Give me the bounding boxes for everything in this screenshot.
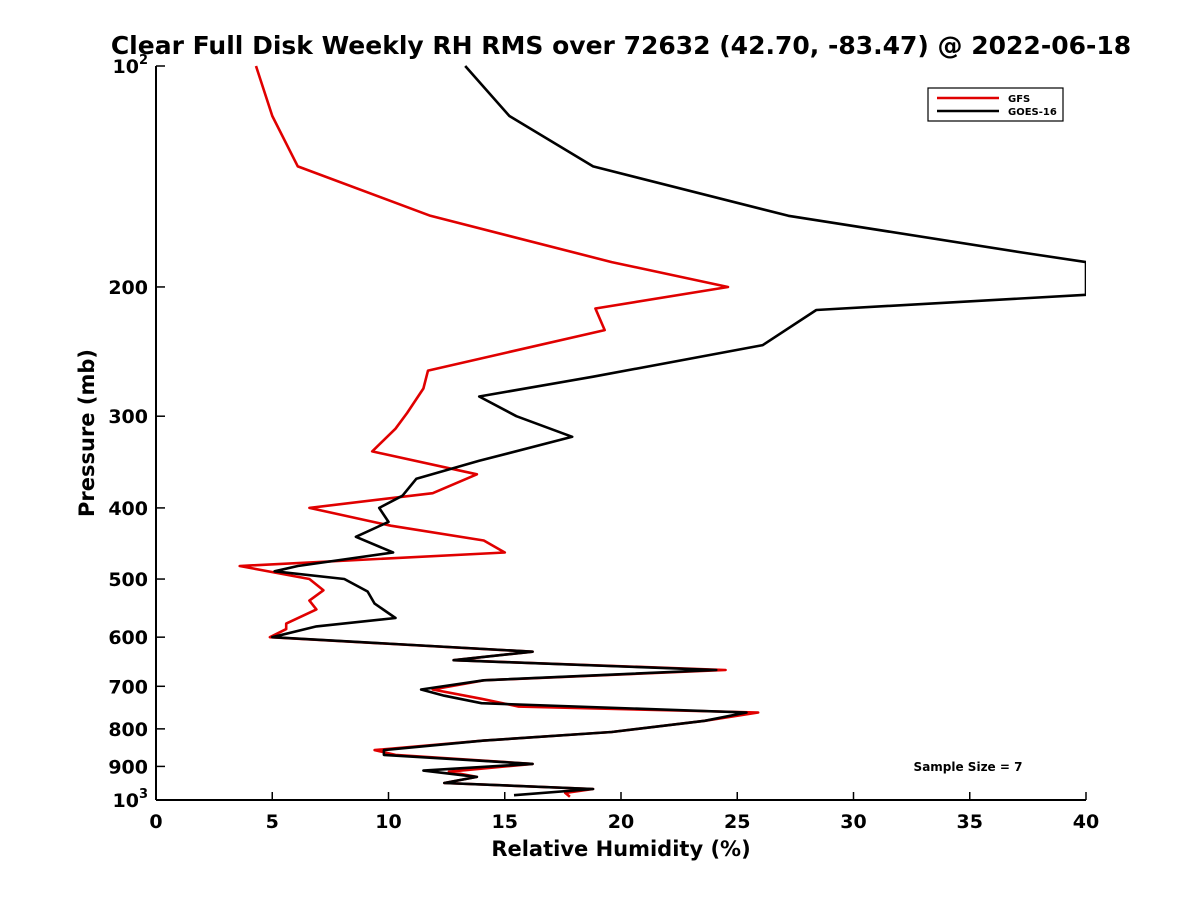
y-axis-label: Pressure (mb) xyxy=(75,349,99,517)
x-tick-label: 5 xyxy=(266,811,279,833)
legend-box xyxy=(927,87,1064,122)
x-tick-label: 35 xyxy=(957,811,983,833)
x-axis-label: Relative Humidity (%) xyxy=(491,837,750,861)
y-tick-label: 300 xyxy=(108,406,148,428)
legend-label: GOES-16 xyxy=(1008,107,1057,118)
x-axis: 0 5 10 15 20 25 30 35 40 xyxy=(149,792,1099,833)
y-tick-label: 700 xyxy=(108,676,148,698)
chart-title: Clear Full Disk Weekly RH RMS over 72632… xyxy=(111,31,1131,60)
x-tick-label: 0 xyxy=(149,811,162,833)
y-tick-label: 500 xyxy=(108,569,148,591)
series-line-gfs xyxy=(238,65,760,798)
y-tick-label: 200 xyxy=(108,277,148,299)
y-tick-label: 400 xyxy=(108,498,148,520)
y-tick-label: 800 xyxy=(108,719,148,741)
y-tick-label: 102 xyxy=(113,53,149,78)
y-tick-label: 600 xyxy=(108,627,148,649)
y-axis: 102 200 300 400 500 600 700 800 900 103 xyxy=(108,53,165,812)
x-tick-label: 40 xyxy=(1073,811,1099,833)
x-tick-label: 10 xyxy=(375,811,401,833)
x-tick-label: 15 xyxy=(492,811,518,833)
y-tick-label: 900 xyxy=(108,756,148,778)
plot-area xyxy=(238,65,1086,798)
sample-size-annotation: Sample Size = 7 xyxy=(914,760,1023,774)
series-line-goes-16 xyxy=(271,65,1086,797)
legend-label: GFS xyxy=(1008,94,1030,105)
x-tick-label: 25 xyxy=(724,811,750,833)
x-tick-label: 30 xyxy=(840,811,866,833)
legend: GFS GOES-16 xyxy=(927,87,1064,122)
x-tick-label: 20 xyxy=(608,811,634,833)
y-tick-label: 103 xyxy=(113,787,149,812)
